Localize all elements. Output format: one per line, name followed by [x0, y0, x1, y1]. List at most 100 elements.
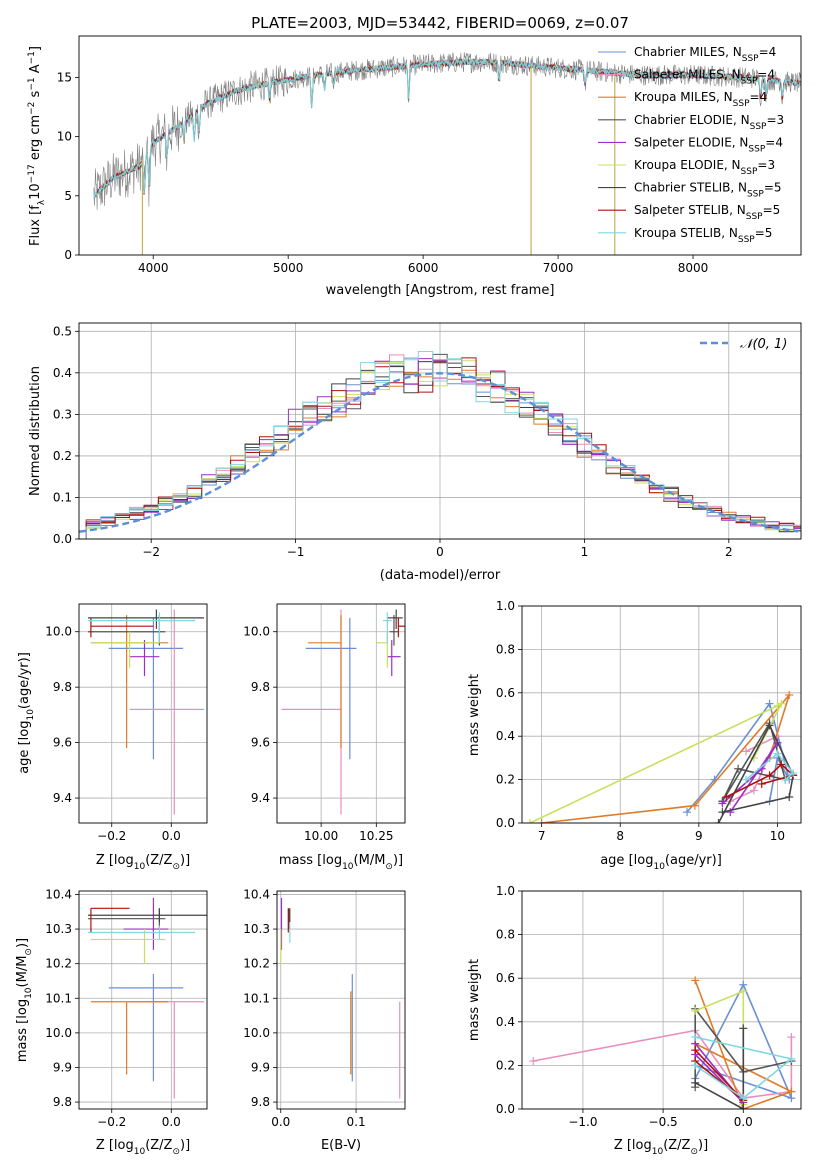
- label-part: SSP: [747, 190, 764, 200]
- plus-marker: [765, 771, 774, 780]
- label-part: ⊙: [690, 1147, 698, 1157]
- label-part: =4: [759, 45, 777, 59]
- y-tick-label: 0.4: [53, 366, 72, 380]
- label-part: )]: [180, 853, 190, 868]
- label-part: =5: [763, 203, 781, 217]
- label-part: 10: [342, 862, 354, 872]
- plus-marker: [787, 1054, 796, 1063]
- label-part: SSP: [748, 144, 765, 154]
- plus-marker: [734, 764, 743, 773]
- weight-line-8: [694, 1036, 794, 1100]
- plus-marker: [726, 808, 735, 817]
- plot-area: [525, 690, 798, 823]
- plus-marker: [787, 1033, 796, 1042]
- plus-marker: [739, 1094, 748, 1103]
- y-tick-label: 0.5: [53, 324, 72, 338]
- errorbar-point-3: [389, 615, 399, 646]
- y-tick-label: 0.6: [496, 686, 515, 700]
- x-tick-label: 0.0: [271, 1115, 290, 1129]
- chart-title: PLATE=2003, MJD=53442, FIBERID=0069, z=0…: [251, 14, 629, 32]
- y-tick-label: 0.0: [496, 816, 515, 830]
- label-part: SSP: [741, 167, 758, 177]
- plus-marker: [691, 1061, 700, 1070]
- x-tick-label: 0.1: [347, 1115, 366, 1129]
- errorbar-point-4: [387, 640, 401, 677]
- plus-marker: [714, 819, 723, 823]
- y-tick-label: 10.0: [45, 1026, 72, 1040]
- x-tick-label: 2: [725, 545, 733, 559]
- histogram-2: [85, 359, 801, 539]
- label-part: 10: [28, 183, 43, 200]
- label-part: (Z/Z: [663, 1138, 690, 1153]
- y-tick-label: 5: [64, 189, 72, 203]
- errorbar-point-8: [87, 612, 196, 643]
- plus-marker: [781, 775, 790, 784]
- plus-marker: [785, 690, 794, 699]
- label-part: ]: [28, 46, 43, 51]
- x-axis-label: mass [log10(M/M⊙)]: [279, 853, 403, 872]
- x-tick-label: 0: [436, 545, 444, 559]
- label-part: )]: [393, 853, 403, 868]
- label-part: Kroupa ELODIE, N: [634, 158, 741, 172]
- label-part: 10: [653, 862, 665, 872]
- label-part: (M/M: [354, 853, 386, 868]
- label-part: (Z/Z: [145, 853, 172, 868]
- y-tick-label: 9.4: [53, 791, 72, 805]
- x-tick-label: 7: [538, 829, 546, 843]
- x-tick-label: −0.2: [97, 829, 126, 843]
- errorbar-point-8: [87, 925, 196, 940]
- x-axis-label: Z [log10(Z/Z⊙)]: [614, 1138, 708, 1157]
- legend-entry: Chabrier STELIB, NSSP=5: [634, 181, 782, 200]
- y-tick-label: 0.6: [496, 971, 515, 985]
- model-line-8: [93, 57, 801, 198]
- label-part: Chabrier ELODIE, N: [634, 113, 750, 127]
- plus-marker: [765, 721, 774, 730]
- y-tick-label: 9.8: [53, 1095, 72, 1109]
- y-tick-label: 0.3: [53, 407, 72, 421]
- y-tick-label: 0.2: [53, 449, 72, 463]
- x-axis-label: E(B-V): [321, 1138, 361, 1153]
- axes-spectrum: 4000 5000 6000 7000 8000 0 5 10 15: [57, 35, 802, 275]
- axes-mass-vs-ebv: 0.0 0.1 9.8 9.9 10.0 10.1 10.2 10.3 10.4: [243, 887, 406, 1129]
- plot-area: [79, 351, 801, 539]
- histogram-5: [85, 360, 801, 539]
- y-axis-label: age [log10(age/yr)]: [17, 652, 36, 774]
- y-tick-label: 0.2: [496, 773, 515, 787]
- y-tick-label: 0.0: [496, 1102, 515, 1116]
- errorbar-point-2: [90, 1001, 169, 1075]
- y-tick-label: 9.4: [251, 791, 270, 805]
- y-tick-label: 15: [57, 70, 72, 84]
- label-part: =4: [765, 135, 783, 149]
- plot-area: [281, 609, 405, 815]
- plus-marker: [741, 775, 750, 784]
- legend-entry: Salpeter ELODIE, NSSP=4: [634, 135, 783, 154]
- y-tick-label: 0.0: [53, 532, 72, 546]
- label-part: s: [28, 90, 43, 101]
- plus-marker: [739, 987, 748, 996]
- plus-marker: [525, 819, 534, 823]
- label-part: Z [log: [96, 1138, 134, 1153]
- y-tick-label: 10.0: [243, 625, 270, 639]
- y-tick-label: 0.4: [496, 729, 515, 743]
- axes-frame: [78, 35, 802, 256]
- x-tick-label: 10.25: [359, 829, 393, 843]
- x-tick-label: 5000: [273, 261, 304, 275]
- label-part: −2: [27, 102, 37, 115]
- legend-entry: Kroupa ELODIE, NSSP=3: [634, 158, 775, 177]
- axes-frame: [276, 890, 406, 1110]
- y-tick-label: 0.8: [496, 928, 515, 942]
- y-tick-label: 10.3: [45, 922, 72, 936]
- x-tick-label: 1: [581, 545, 589, 559]
- y-axis-label: mass weight: [467, 674, 482, 756]
- legend-entry: Kroupa MILES, NSSP=4: [634, 90, 767, 109]
- grid-lines: [277, 891, 405, 1109]
- y-tick-label: 10.1: [243, 991, 270, 1005]
- weight-line-8: [745, 752, 795, 781]
- grid-lines: [79, 604, 207, 823]
- x-axis-label: wavelength [Angstrom, rest frame]: [326, 283, 555, 298]
- errorbar-point-6: [87, 609, 205, 629]
- y-tick-label: 10.0: [243, 1026, 270, 1040]
- y-tick-label: 10: [57, 130, 72, 144]
